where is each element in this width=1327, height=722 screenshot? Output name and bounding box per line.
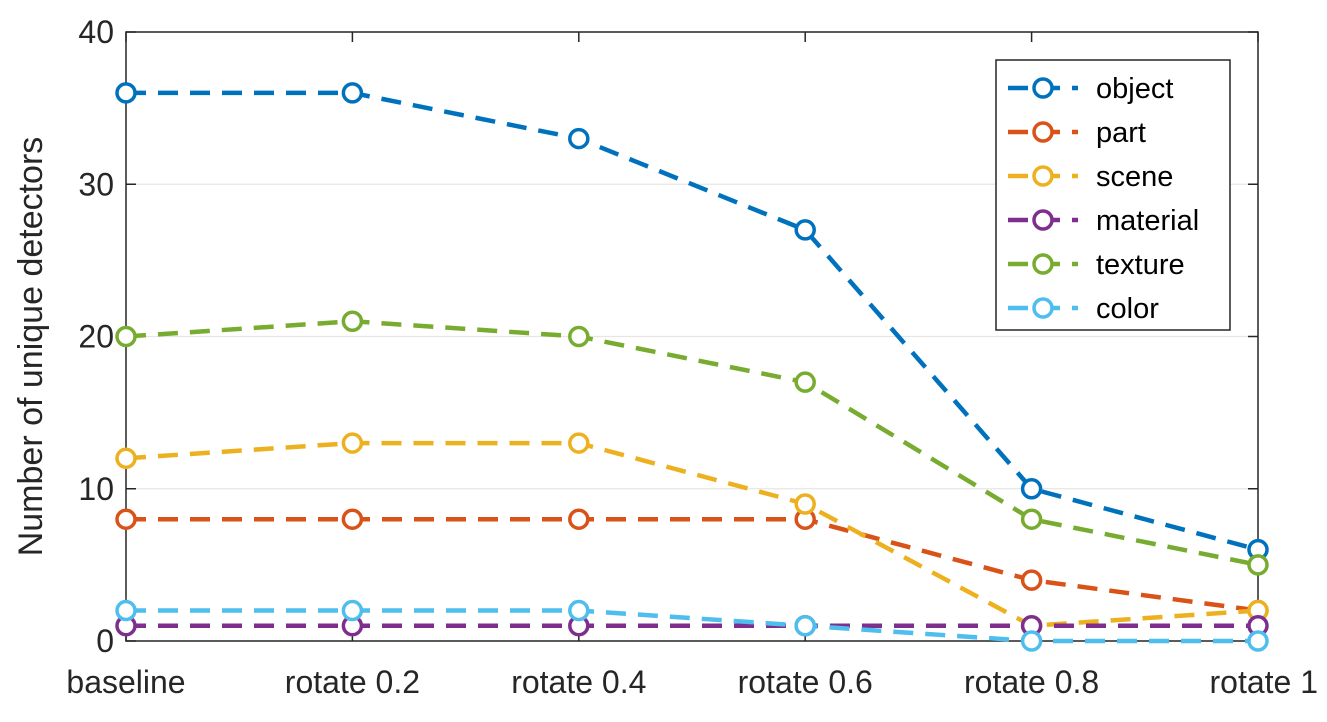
data-point-part	[115, 508, 137, 530]
legend-item-part: part	[1008, 117, 1146, 149]
data-point-part	[341, 508, 364, 530]
data-point-color	[341, 599, 364, 622]
y-axis-ticks: 0 10 20 30 40	[78, 14, 1258, 659]
legend-label: texture	[1096, 249, 1185, 281]
legend: object part scene material texture color	[995, 59, 1231, 331]
y-tick-label: 40	[78, 14, 114, 50]
data-point-texture	[568, 325, 590, 348]
data-point-texture	[1247, 554, 1269, 576]
series-texture	[115, 310, 1269, 576]
data-point-part	[568, 508, 590, 530]
series-object	[115, 82, 1269, 561]
x-tick-label-rotate-0-8: rotate 0.8	[964, 664, 1099, 700]
data-point-scene	[568, 432, 590, 454]
x-tick-label-baseline: baseline	[66, 664, 185, 700]
data-point-color	[568, 599, 590, 622]
data-point-object	[568, 127, 590, 150]
data-point-part	[1020, 569, 1043, 591]
y-tick-label: 0	[96, 623, 114, 659]
data-point-object	[1020, 478, 1043, 500]
series-layer	[115, 82, 1269, 652]
legend-item-material: material	[1008, 205, 1199, 237]
x-tick-label-rotate-1: rotate 1	[1209, 664, 1318, 700]
data-point-scene	[341, 432, 364, 454]
series-line-texture	[125, 319, 1259, 568]
legend-box	[995, 59, 1231, 331]
data-point-texture	[341, 310, 364, 333]
x-tick-label-rotate-0-6: rotate 0.6	[738, 664, 873, 700]
x-tick-label-rotate-0-4: rotate 0.4	[511, 664, 646, 700]
data-point-color	[1020, 630, 1043, 652]
series-color	[115, 599, 1269, 652]
data-point-color	[794, 615, 816, 637]
legend-swatch-marker	[1032, 165, 1054, 187]
data-point-object	[341, 82, 364, 104]
legend-swatch-marker	[1032, 121, 1054, 143]
series-line-scene	[125, 440, 1259, 629]
y-tick-label: 20	[78, 319, 114, 355]
y-axis-title: Number of unique detectors	[12, 137, 50, 557]
data-point-texture	[1020, 508, 1043, 530]
legend-label: part	[1096, 117, 1146, 149]
y-tick-label: 10	[78, 471, 114, 507]
legend-item-object: object	[1008, 73, 1173, 105]
data-point-scene	[115, 447, 137, 470]
legend-label: scene	[1096, 161, 1173, 193]
data-point-color	[1247, 630, 1269, 652]
x-axis-ticks: baseline rotate 0.2 rotate 0.4 rotate 0.6 ro…	[66, 32, 1318, 700]
legend-label: object	[1096, 73, 1173, 105]
data-point-texture	[794, 371, 816, 393]
data-point-texture	[115, 325, 137, 348]
legend-label: color	[1096, 293, 1159, 325]
x-tick-label-rotate-0-2: rotate 0.2	[285, 664, 420, 700]
data-point-object	[794, 219, 816, 241]
legend-item-color: color	[1008, 293, 1159, 325]
legend-item-texture: texture	[1008, 249, 1185, 281]
data-point-object	[115, 82, 137, 104]
legend-swatch-marker	[1032, 77, 1054, 99]
data-point-color	[115, 599, 137, 622]
legend-swatch-marker	[1032, 209, 1054, 231]
legend-item-scene: scene	[1008, 161, 1173, 193]
data-point-scene	[794, 493, 816, 515]
series-line-object	[126, 90, 1259, 552]
series-part	[115, 508, 1269, 622]
series-scene	[115, 432, 1269, 637]
legend-label: material	[1096, 205, 1199, 237]
series-line-color	[126, 608, 1258, 644]
legend-swatch-marker	[1032, 297, 1054, 319]
legend-swatch-marker	[1032, 253, 1054, 275]
y-tick-label: 30	[78, 166, 114, 202]
